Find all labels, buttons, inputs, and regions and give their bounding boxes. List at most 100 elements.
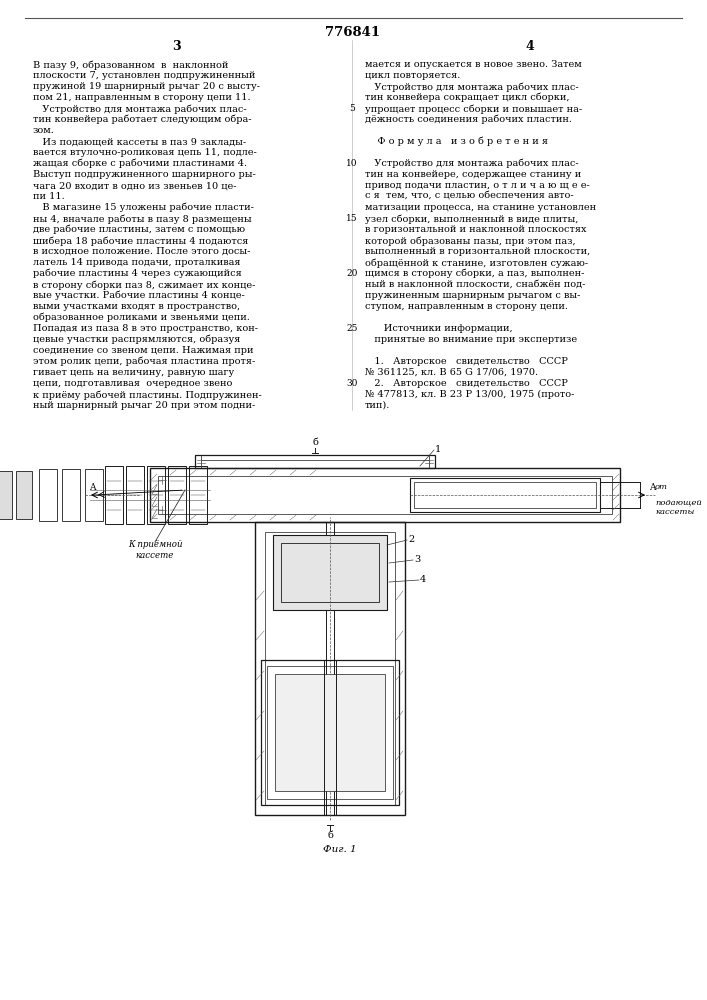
Text: пом 21, направленным в сторону цепи 11.: пом 21, направленным в сторону цепи 11.: [33, 93, 250, 102]
Text: этом ролик цепи, рабочая пластина протя-: этом ролик цепи, рабочая пластина протя-: [33, 357, 255, 366]
Text: б: б: [327, 831, 333, 840]
Text: шибера 18 рабочие пластины 4 подаются: шибера 18 рабочие пластины 4 подаются: [33, 236, 248, 245]
Bar: [0, 471, 12, 519]
Text: 1.   Авторское   свидетельство   СССР: 1. Авторское свидетельство СССР: [365, 357, 568, 366]
Text: № 361125, кл. В 65 G 17/06, 1970.: № 361125, кл. В 65 G 17/06, 1970.: [365, 368, 538, 377]
Text: плоскости 7, установлен подпружиненный: плоскости 7, установлен подпружиненный: [33, 71, 255, 80]
Text: щимся в сторону сборки, а паз, выполнен-: щимся в сторону сборки, а паз, выполнен-: [365, 269, 585, 278]
Text: подающей: подающей: [655, 499, 702, 507]
Text: мается и опускается в новое звено. Затем: мается и опускается в новое звено. Затем: [365, 60, 582, 69]
Text: тин конвейера сокращает цикл сборки,: тин конвейера сокращает цикл сборки,: [365, 93, 570, 103]
Text: б: б: [312, 438, 318, 447]
Bar: [255, 522, 405, 815]
Text: 776841: 776841: [325, 25, 380, 38]
Text: кассете: кассете: [136, 551, 174, 560]
Text: в горизонтальной и наклонной плоскостях: в горизонтальной и наклонной плоскостях: [365, 225, 587, 234]
Text: жащая сборке с рабочими пластинами 4.: жащая сборке с рабочими пластинами 4.: [33, 159, 247, 168]
Text: тин конвейера работает следующим обра-: тин конвейера работает следующим обра-: [33, 115, 252, 124]
Text: зом.: зом.: [33, 126, 55, 135]
Text: привод подачи пластин, о т л и ч а ю щ е е-: привод подачи пластин, о т л и ч а ю щ е…: [365, 181, 590, 190]
Text: которой образованы пазы, при этом паз,: которой образованы пазы, при этом паз,: [365, 236, 575, 245]
Text: выполненный в горизонтальной плоскости,: выполненный в горизонтальной плоскости,: [365, 247, 590, 256]
Text: 2.   Авторское   свидетельство   СССР: 2. Авторское свидетельство СССР: [365, 379, 568, 388]
Bar: [410, 478, 600, 512]
Text: В магазине 15 уложены рабочие пласти-: В магазине 15 уложены рабочие пласти-: [33, 203, 254, 213]
Bar: [62, 469, 80, 521]
Text: 1: 1: [435, 444, 441, 454]
Text: тип).: тип).: [365, 401, 390, 410]
Text: рабочие пластины 4 через сужающийся: рабочие пластины 4 через сужающийся: [33, 269, 242, 278]
Text: принятые во внимание при экспертизе: принятые во внимание при экспертизе: [365, 335, 577, 344]
Text: чага 20 входит в одно из звеньев 10 це-: чага 20 входит в одно из звеньев 10 це-: [33, 181, 237, 190]
Text: К приёмной: К приёмной: [128, 540, 182, 549]
Text: Попадая из паза 8 в это пространство, кон-: Попадая из паза 8 в это пространство, ко…: [33, 324, 258, 333]
Text: Из подающей кассеты в паз 9 заклады-: Из подающей кассеты в паз 9 заклады-: [33, 137, 246, 146]
Text: от: от: [655, 483, 668, 491]
Bar: [281, 543, 379, 602]
Text: A: A: [649, 483, 655, 491]
Bar: [265, 532, 395, 805]
Text: Устройство для монтажа рабочих плас-: Устройство для монтажа рабочих плас-: [33, 104, 247, 113]
Text: вые участки. Рабочие пластины 4 конце-: вые участки. Рабочие пластины 4 конце-: [33, 291, 245, 300]
Bar: [414, 482, 596, 508]
Bar: [261, 660, 399, 805]
Text: A: A: [89, 483, 95, 491]
Text: упрощает процесс сборки и повышает на-: упрощает процесс сборки и повышает на-: [365, 104, 582, 113]
Text: дёжность соединения рабочих пластин.: дёжность соединения рабочих пластин.: [365, 115, 572, 124]
Text: узел сборки, выполненный в виде плиты,: узел сборки, выполненный в виде плиты,: [365, 214, 578, 224]
Text: к приёму рабочей пластины. Подпружинен-: к приёму рабочей пластины. Подпружинен-: [33, 390, 262, 399]
Bar: [85, 469, 103, 521]
Text: пружиненным шарнирным рычагом с вы-: пружиненным шарнирным рычагом с вы-: [365, 291, 580, 300]
Text: 2: 2: [408, 536, 414, 544]
Bar: [150, 468, 620, 522]
Text: матизации процесса, на станине установлен: матизации процесса, на станине установле…: [365, 203, 596, 212]
Text: ступом, направленным в сторону цепи.: ступом, направленным в сторону цепи.: [365, 302, 568, 311]
Text: цепи, подготавливая  очередное звено: цепи, подготавливая очередное звено: [33, 379, 233, 388]
Text: 5: 5: [349, 104, 355, 113]
Bar: [189, 466, 207, 524]
Text: в сторону сборки паз 8, сжимает их конце-: в сторону сборки паз 8, сжимает их конце…: [33, 280, 255, 290]
Bar: [105, 466, 123, 524]
Text: Устройство для монтажа рабочих плас-: Устройство для монтажа рабочих плас-: [365, 159, 578, 168]
Bar: [273, 535, 387, 610]
Text: цевые участки распрямляются, образуя: цевые участки распрямляются, образуя: [33, 335, 240, 344]
Text: обращённой к станине, изготовлен сужаю-: обращённой к станине, изготовлен сужаю-: [365, 258, 588, 267]
Text: гивает цепь на величину, равную шагу: гивает цепь на величину, равную шагу: [33, 368, 234, 377]
Text: 4: 4: [420, 576, 426, 584]
Bar: [126, 466, 144, 524]
Text: цикл повторяется.: цикл повторяется.: [365, 71, 460, 80]
Text: латель 14 привода подачи, проталкивая: латель 14 привода подачи, проталкивая: [33, 258, 240, 267]
Text: две рабочие пластины, затем с помощью: две рабочие пластины, затем с помощью: [33, 225, 245, 234]
Text: ны 4, вначале работы в пазу 8 размещены: ны 4, вначале работы в пазу 8 размещены: [33, 214, 252, 224]
Bar: [275, 674, 385, 791]
Text: Ф о р м у л а   и з о б р е т е н и я: Ф о р м у л а и з о б р е т е н и я: [365, 137, 548, 146]
Text: Источники информации,: Источники информации,: [365, 324, 513, 333]
Bar: [16, 471, 32, 519]
Text: вается втулочно-роликовая цепь 11, подле-: вается втулочно-роликовая цепь 11, подле…: [33, 148, 257, 157]
Text: образованное роликами и звеньями цепи.: образованное роликами и звеньями цепи.: [33, 313, 250, 322]
Text: Фиг. 1: Фиг. 1: [323, 845, 357, 854]
Text: 30: 30: [346, 379, 358, 388]
Text: кассеты: кассеты: [655, 508, 694, 516]
Text: 20: 20: [346, 269, 358, 278]
Text: выми участками входят в пространство,: выми участками входят в пространство,: [33, 302, 240, 311]
Text: ный шарнирный рычаг 20 при этом подни-: ный шарнирный рычаг 20 при этом подни-: [33, 401, 255, 410]
Text: 15: 15: [346, 214, 358, 223]
Text: Выступ подпружиненного шарнирного ры-: Выступ подпружиненного шарнирного ры-: [33, 170, 256, 179]
Text: пружиной 19 шарнирный рычаг 20 с высту-: пружиной 19 шарнирный рычаг 20 с высту-: [33, 82, 260, 91]
Bar: [195, 455, 435, 468]
Text: 3: 3: [172, 39, 180, 52]
Bar: [158, 476, 612, 514]
Bar: [39, 469, 57, 521]
Bar: [168, 466, 186, 524]
Text: В пазу 9, образованном  в  наклонной: В пазу 9, образованном в наклонной: [33, 60, 228, 70]
Text: пи 11.: пи 11.: [33, 192, 65, 201]
Text: ный в наклонной плоскости, снабжён под-: ный в наклонной плоскости, снабжён под-: [365, 280, 585, 289]
Text: с я  тем, что, с целью обеспечения авто-: с я тем, что, с целью обеспечения авто-: [365, 192, 573, 201]
Text: Устройство для монтажа рабочих плас-: Устройство для монтажа рабочих плас-: [365, 82, 578, 92]
Bar: [147, 466, 165, 524]
Text: тин на конвейере, содержащее станину и: тин на конвейере, содержащее станину и: [365, 170, 581, 179]
Text: № 477813, кл. В 23 Р 13/00, 1975 (прото-: № 477813, кл. В 23 Р 13/00, 1975 (прото-: [365, 390, 574, 399]
Text: 4: 4: [525, 39, 534, 52]
Text: в исходное положение. После этого досы-: в исходное положение. После этого досы-: [33, 247, 250, 256]
